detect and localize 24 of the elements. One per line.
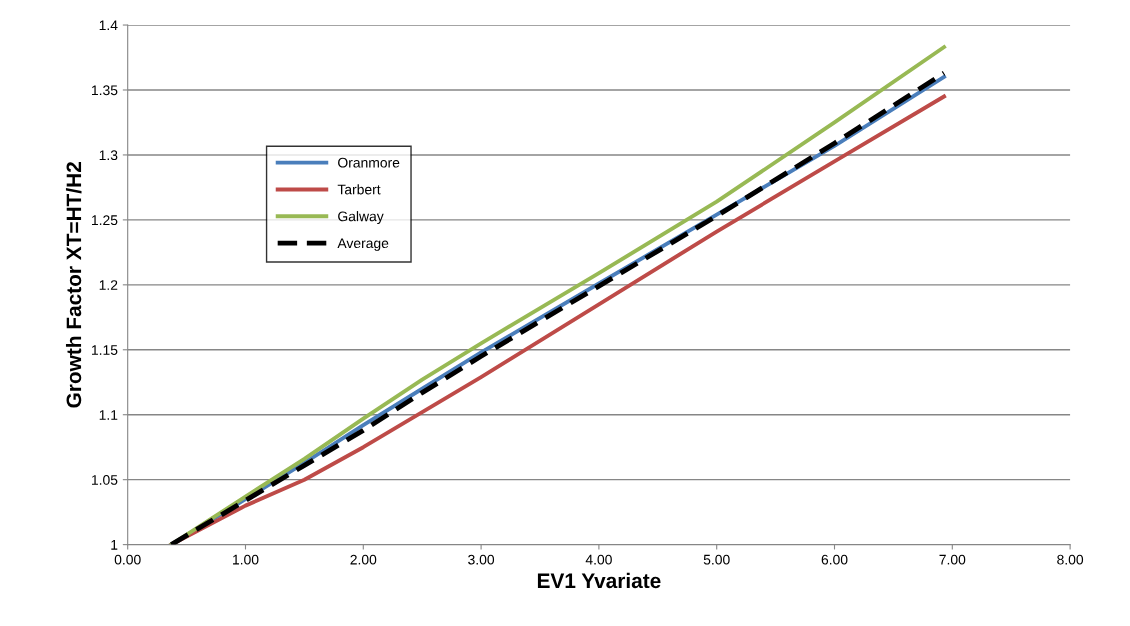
y-tick-label: 1.3 — [99, 150, 118, 161]
y-tick-label: 1 — [111, 540, 118, 550]
x-axis-title: EV1 Yvariate — [537, 572, 661, 589]
legend-label: Galway — [338, 211, 384, 225]
legend-label: Oranmore — [338, 157, 400, 168]
x-tick-label: 8.00 — [1057, 554, 1084, 565]
x-tick-label: 1.00 — [233, 554, 259, 565]
x-tick-label: 7.00 — [939, 554, 966, 565]
y-tick-label: 1.05 — [92, 475, 118, 485]
y-tick-label: 1.2 — [99, 280, 118, 290]
x-tick-label: 2.00 — [350, 554, 377, 565]
legend-label: Tarbert — [337, 184, 381, 195]
x-tick-label: 6.00 — [821, 554, 848, 565]
legend-label: Average — [337, 238, 389, 251]
y-tick-label: 1.25 — [92, 215, 118, 226]
x-tick-label: 3.00 — [468, 554, 495, 565]
y-tick-label: 1.15 — [92, 345, 118, 355]
x-tick-label: 5.00 — [703, 554, 730, 565]
y-tick-label: 1.35 — [92, 85, 118, 96]
y-axis-title: Growth Factor XT=HT/H2 — [65, 162, 82, 408]
x-tick-label: 4.00 — [585, 554, 612, 565]
y-tick-label: 1.1 — [99, 410, 118, 420]
x-tick-label: 0.00 — [114, 554, 141, 565]
y-tick-label: 1.4 — [99, 20, 118, 31]
